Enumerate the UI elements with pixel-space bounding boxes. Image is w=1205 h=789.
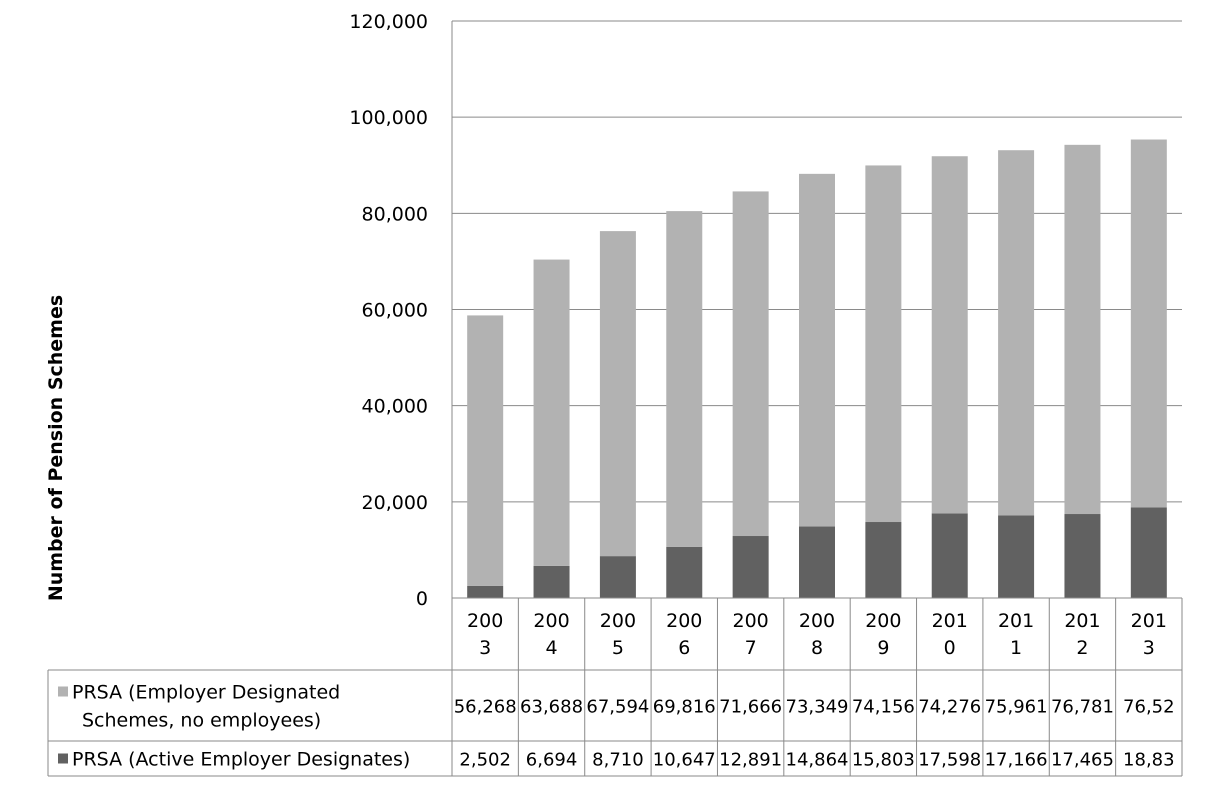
data-value: 71,666 bbox=[719, 697, 782, 718]
data-value: 63,688 bbox=[520, 697, 583, 718]
bar-active-employer-designates bbox=[1064, 514, 1101, 598]
data-value: 18,83 bbox=[1123, 750, 1175, 771]
x-category-label: 0 bbox=[944, 637, 956, 659]
bar-active-employer-designates bbox=[599, 556, 636, 598]
bar-employer-designated-schemes bbox=[799, 173, 835, 527]
bar-active-employer-designates bbox=[1130, 507, 1167, 598]
data-value: 17,166 bbox=[985, 750, 1048, 771]
x-category-label: 201 bbox=[932, 610, 968, 632]
bar-employer-designated-schemes bbox=[599, 231, 636, 557]
data-value: 17,465 bbox=[1051, 750, 1114, 771]
data-value: 6,694 bbox=[526, 750, 578, 771]
y-tick-label: 80,000 bbox=[362, 203, 428, 225]
y-tick-label: 0 bbox=[416, 588, 428, 610]
data-value: 17,598 bbox=[918, 750, 981, 771]
bar-active-employer-designates bbox=[533, 565, 570, 598]
data-value: 10,647 bbox=[653, 750, 716, 771]
x-category-label: 201 bbox=[1064, 610, 1100, 632]
x-category-label: 200 bbox=[799, 610, 835, 632]
legend-label: Schemes, no employees) bbox=[82, 710, 321, 732]
bar-active-employer-designates bbox=[732, 536, 769, 598]
bar-employer-designated-schemes bbox=[998, 150, 1035, 516]
y-tick-label: 20,000 bbox=[362, 492, 428, 514]
x-category-label: 7 bbox=[745, 637, 757, 659]
data-value: 74,276 bbox=[918, 697, 981, 718]
data-value: 12,891 bbox=[719, 750, 782, 771]
legend-label: PRSA (Active Employer Designates) bbox=[72, 749, 410, 771]
y-tick-label: 120,000 bbox=[349, 11, 428, 33]
x-category-label: 3 bbox=[1143, 637, 1155, 659]
x-category-label: 200 bbox=[865, 610, 901, 632]
bar-employer-designated-schemes bbox=[1130, 139, 1167, 508]
x-category-label: 200 bbox=[600, 610, 636, 632]
x-category-label: 1 bbox=[1010, 637, 1022, 659]
bar-employer-designated-schemes bbox=[533, 259, 570, 566]
x-category-label: 200 bbox=[666, 610, 702, 632]
data-value: 69,816 bbox=[653, 697, 716, 718]
x-category-label: 9 bbox=[877, 637, 889, 659]
x-category-label: 200 bbox=[467, 610, 503, 632]
y-axis-title: Number of Pension Schemes bbox=[45, 295, 67, 601]
y-tick-label: 100,000 bbox=[349, 107, 428, 129]
data-value: 76,52 bbox=[1123, 697, 1175, 718]
y-tick-label: 40,000 bbox=[362, 396, 428, 418]
x-category-label: 201 bbox=[1131, 610, 1167, 632]
bar-employer-designated-schemes bbox=[931, 156, 968, 514]
data-value: 8,710 bbox=[592, 750, 644, 771]
data-value: 2,502 bbox=[459, 750, 511, 771]
bar-active-employer-designates bbox=[998, 515, 1035, 598]
data-value: 73,349 bbox=[786, 697, 849, 718]
data-value: 74,156 bbox=[852, 697, 915, 718]
x-category-label: 201 bbox=[998, 610, 1034, 632]
bar-employer-designated-schemes bbox=[1064, 144, 1101, 515]
bar-active-employer-designates bbox=[467, 585, 504, 598]
y-axis: 0 20,000 40,000 60,000 80,000 100,000 120,000 bbox=[349, 11, 453, 610]
x-category-label: 4 bbox=[545, 637, 557, 659]
bar-active-employer-designates bbox=[865, 522, 902, 598]
bar-employer-designated-schemes bbox=[865, 165, 902, 523]
legend-swatch bbox=[58, 753, 68, 764]
data-value: 14,864 bbox=[786, 750, 849, 771]
bar-active-employer-designates bbox=[931, 513, 968, 598]
bar-active-employer-designates bbox=[666, 546, 703, 598]
x-category-label: 5 bbox=[612, 637, 624, 659]
data-value: 76,781 bbox=[1051, 697, 1114, 718]
data-value: 15,803 bbox=[852, 750, 915, 771]
bar-employer-designated-schemes bbox=[732, 191, 769, 537]
data-value: 56,268 bbox=[454, 697, 517, 718]
y-tick-label: 60,000 bbox=[362, 300, 428, 322]
x-category-label: 8 bbox=[811, 637, 823, 659]
x-category-label: 6 bbox=[678, 637, 690, 659]
bar-employer-designated-schemes bbox=[467, 315, 504, 586]
data-table: 200 3 200 4 200 5 200 6 200 7 200 8 200 9 201 0 201 1 201 2… bbox=[47, 597, 1183, 777]
x-category-label: 200 bbox=[733, 610, 769, 632]
legend-swatch bbox=[58, 686, 68, 697]
bars bbox=[467, 139, 1167, 598]
bar-employer-designated-schemes bbox=[666, 211, 703, 547]
x-category-label: 200 bbox=[533, 610, 569, 632]
x-category-label: 3 bbox=[479, 637, 491, 659]
bar-active-employer-designates bbox=[799, 526, 835, 598]
data-value: 67,594 bbox=[586, 697, 649, 718]
x-category-label: 2 bbox=[1076, 637, 1088, 659]
legend-label: PRSA (Employer Designated bbox=[72, 682, 340, 704]
data-value: 75,961 bbox=[985, 697, 1048, 718]
